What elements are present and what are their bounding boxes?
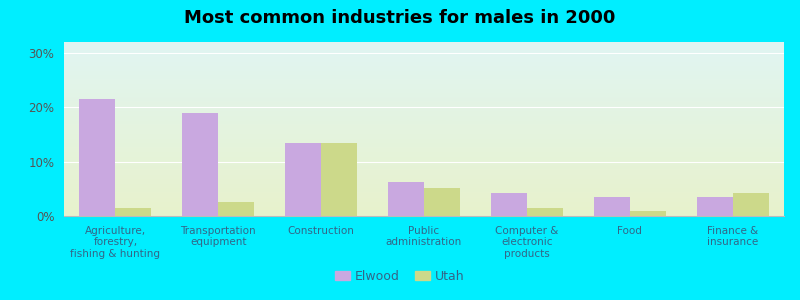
Bar (491, 193, 527, 216)
Text: Most common industries for males in 2000: Most common industries for males in 2000 (184, 9, 616, 27)
Bar (321, 142, 357, 216)
Bar (527, 208, 563, 216)
Bar (285, 142, 321, 216)
Bar (115, 208, 151, 216)
Bar (733, 193, 769, 216)
Bar (218, 202, 254, 216)
Bar (388, 182, 424, 216)
Bar (79, 99, 115, 216)
Bar (630, 211, 666, 216)
Legend: Elwood, Utah: Elwood, Utah (330, 265, 470, 288)
Bar (424, 188, 460, 216)
Bar (697, 197, 733, 216)
Bar (594, 197, 630, 216)
Bar (182, 113, 218, 216)
